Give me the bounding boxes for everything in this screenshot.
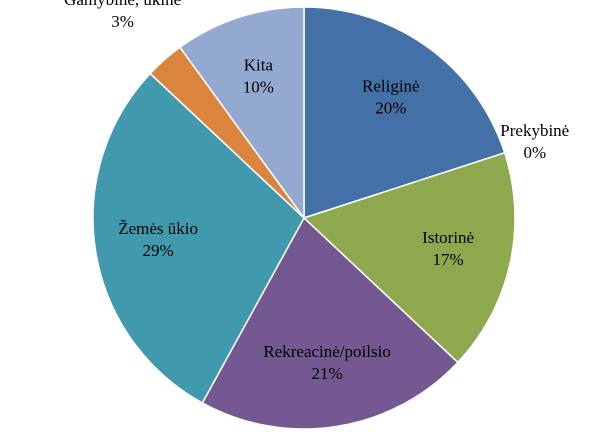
- slice-value-label: 17%: [433, 250, 464, 269]
- slice-value-label: 3%: [111, 12, 134, 31]
- slice-label: Žemės ūkio: [118, 219, 198, 238]
- pie-slice: [303, 6, 506, 220]
- slice-value-label: 0%: [523, 143, 546, 162]
- slice-value-label: 29%: [143, 241, 174, 260]
- slice-label: Kita: [244, 55, 274, 74]
- pie-slice: [201, 216, 459, 430]
- slice-label: Gamybinė, ūkinė: [64, 0, 181, 9]
- slice-value-label: 10%: [243, 77, 274, 96]
- pie-slice: [302, 151, 516, 364]
- pie-slice: [92, 72, 305, 404]
- slice-value-label: 21%: [312, 364, 343, 383]
- slice-value-label: 20%: [375, 98, 406, 117]
- pie-slice: [178, 6, 305, 221]
- slice-label: Prekybinė: [500, 121, 569, 140]
- slice-label: Religinė: [362, 76, 420, 95]
- slice-label: Istorinė: [422, 228, 474, 247]
- slice-label: Rekreacinė/poilsio: [263, 342, 390, 361]
